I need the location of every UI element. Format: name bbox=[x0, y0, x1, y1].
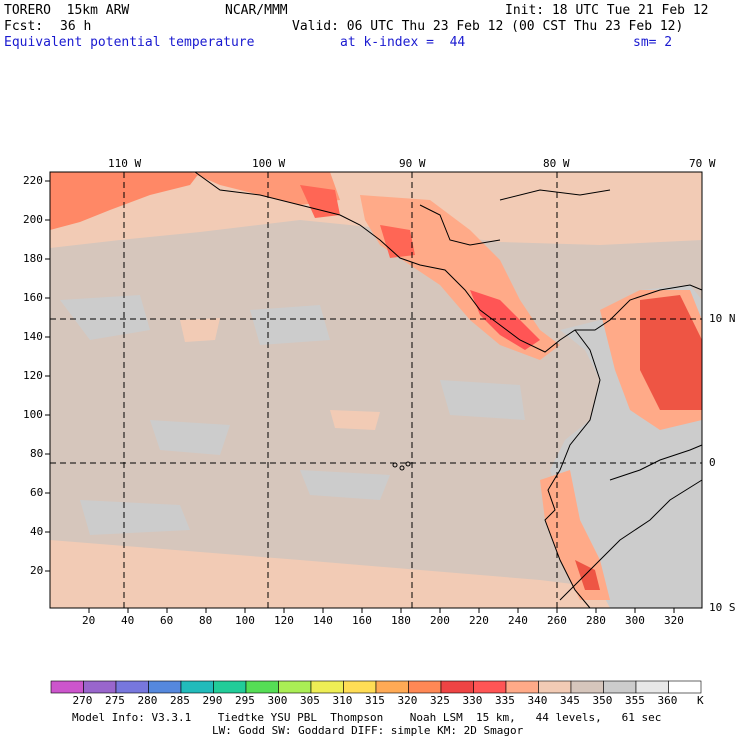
forecast-label: Fcst: bbox=[4, 19, 44, 34]
lon-label: 80 W bbox=[543, 157, 570, 170]
colorbar-swatch bbox=[505, 680, 539, 694]
axis-ticks bbox=[45, 180, 675, 613]
colorbar-label: 355 bbox=[625, 694, 645, 707]
colorbar-swatch bbox=[343, 680, 377, 694]
colorbar-label: 330 bbox=[462, 694, 483, 707]
forecast-hours: 36 h bbox=[60, 19, 92, 34]
colorbar bbox=[50, 680, 702, 694]
y-tick: 40 bbox=[30, 525, 44, 538]
y-tick: 220 bbox=[23, 174, 43, 187]
init-time: Init: 18 UTC Tue 21 Feb 12 bbox=[505, 3, 709, 18]
organization: NCAR/MMM bbox=[225, 3, 288, 18]
lon-label: 90 W bbox=[399, 157, 426, 170]
colorbar-swatch bbox=[440, 680, 474, 694]
x-tick: 240 bbox=[508, 614, 528, 627]
colorbar-label: 320 bbox=[397, 694, 418, 707]
y-tick: 140 bbox=[23, 330, 43, 343]
colorbar-swatch bbox=[570, 680, 604, 694]
colorbar-swatch bbox=[635, 680, 669, 694]
model-info-line1: Model Info: V3.3.1 Tiedtke YSU PBL Thomp… bbox=[72, 711, 662, 724]
y-tick: 60 bbox=[30, 486, 44, 499]
y-tick: 20 bbox=[30, 564, 44, 577]
colorbar-label: 360 bbox=[657, 694, 678, 707]
colorbar-swatch bbox=[50, 680, 84, 694]
x-tick: 80 bbox=[199, 614, 213, 627]
colorbar-swatch bbox=[668, 680, 702, 694]
colorbar-label: 315 bbox=[365, 694, 385, 707]
x-tick: 120 bbox=[274, 614, 294, 627]
y-tick: 200 bbox=[23, 213, 43, 226]
colorbar-swatch bbox=[213, 680, 247, 694]
colorbar-swatch bbox=[310, 680, 344, 694]
lon-label: 70 W bbox=[689, 157, 716, 170]
colorbar-swatch bbox=[538, 680, 572, 694]
lat-label: 0 bbox=[709, 456, 716, 469]
x-tick: 180 bbox=[391, 614, 411, 627]
lat-label: 10 S bbox=[709, 601, 736, 614]
colorbar-swatch bbox=[115, 680, 149, 694]
smoothing: sm= 2 bbox=[633, 35, 673, 50]
colorbar-unit: K bbox=[697, 694, 704, 707]
x-tick: 60 bbox=[160, 614, 174, 627]
lat-lon-grid bbox=[50, 172, 702, 608]
y-tick: 120 bbox=[23, 369, 43, 382]
colorbar-swatch bbox=[408, 680, 442, 694]
colorbar-label: 350 bbox=[592, 694, 613, 707]
colorbar-label: 310 bbox=[332, 694, 353, 707]
map-fill bbox=[50, 172, 702, 608]
y-tick: 100 bbox=[23, 408, 43, 421]
x-tick: 280 bbox=[586, 614, 606, 627]
level-index: at k-index = 44 bbox=[340, 35, 466, 50]
colorbar-swatch bbox=[180, 680, 214, 694]
colorbar-label: 335 bbox=[495, 694, 515, 707]
lat-label: 10 N bbox=[709, 312, 736, 325]
colorbar-swatch bbox=[473, 680, 507, 694]
colorbar-label: 345 bbox=[560, 694, 580, 707]
colorbar-swatch bbox=[375, 680, 409, 694]
x-tick: 300 bbox=[625, 614, 645, 627]
colorbar-label: 325 bbox=[430, 694, 450, 707]
colorbar-label: 270 bbox=[72, 694, 93, 707]
valid-time: Valid: 06 UTC Thu 23 Feb 12 (00 CST Thu … bbox=[292, 19, 684, 34]
coastlines bbox=[194, 171, 703, 609]
colorbar-label: 275 bbox=[105, 694, 125, 707]
colorbar-label: 285 bbox=[170, 694, 190, 707]
lon-label: 100 W bbox=[252, 157, 286, 170]
colorbar-swatch bbox=[278, 680, 312, 694]
model-title: TORERO 15km ARW bbox=[4, 3, 130, 18]
colorbar-label: 305 bbox=[300, 694, 320, 707]
x-tick: 40 bbox=[121, 614, 135, 627]
colorbar-label: 290 bbox=[202, 694, 223, 707]
y-tick: 180 bbox=[23, 252, 43, 265]
x-tick: 260 bbox=[547, 614, 567, 627]
x-tick: 140 bbox=[313, 614, 333, 627]
lon-label: 110 W bbox=[108, 157, 142, 170]
model-info-line2: LW: Godd SW: Goddard DIFF: simple KM: 2D… bbox=[212, 724, 524, 737]
x-tick: 200 bbox=[430, 614, 450, 627]
y-tick: 160 bbox=[23, 291, 43, 304]
x-tick: 20 bbox=[82, 614, 96, 627]
x-tick: 320 bbox=[664, 614, 684, 627]
colorbar-label: 280 bbox=[137, 694, 158, 707]
colorbar-label: 295 bbox=[235, 694, 255, 707]
colorbar-swatch bbox=[603, 680, 637, 694]
colorbar-label: 300 bbox=[267, 694, 288, 707]
x-tick: 160 bbox=[352, 614, 372, 627]
colorbar-swatch bbox=[245, 680, 279, 694]
field-name: Equivalent potential temperature bbox=[4, 35, 255, 50]
y-tick: 80 bbox=[30, 447, 44, 460]
colorbar-label: 340 bbox=[527, 694, 548, 707]
x-tick: 100 bbox=[235, 614, 255, 627]
map-frame bbox=[49, 171, 703, 609]
colorbar-swatch bbox=[148, 680, 182, 694]
colorbar-swatch bbox=[83, 680, 117, 694]
x-tick: 220 bbox=[469, 614, 489, 627]
